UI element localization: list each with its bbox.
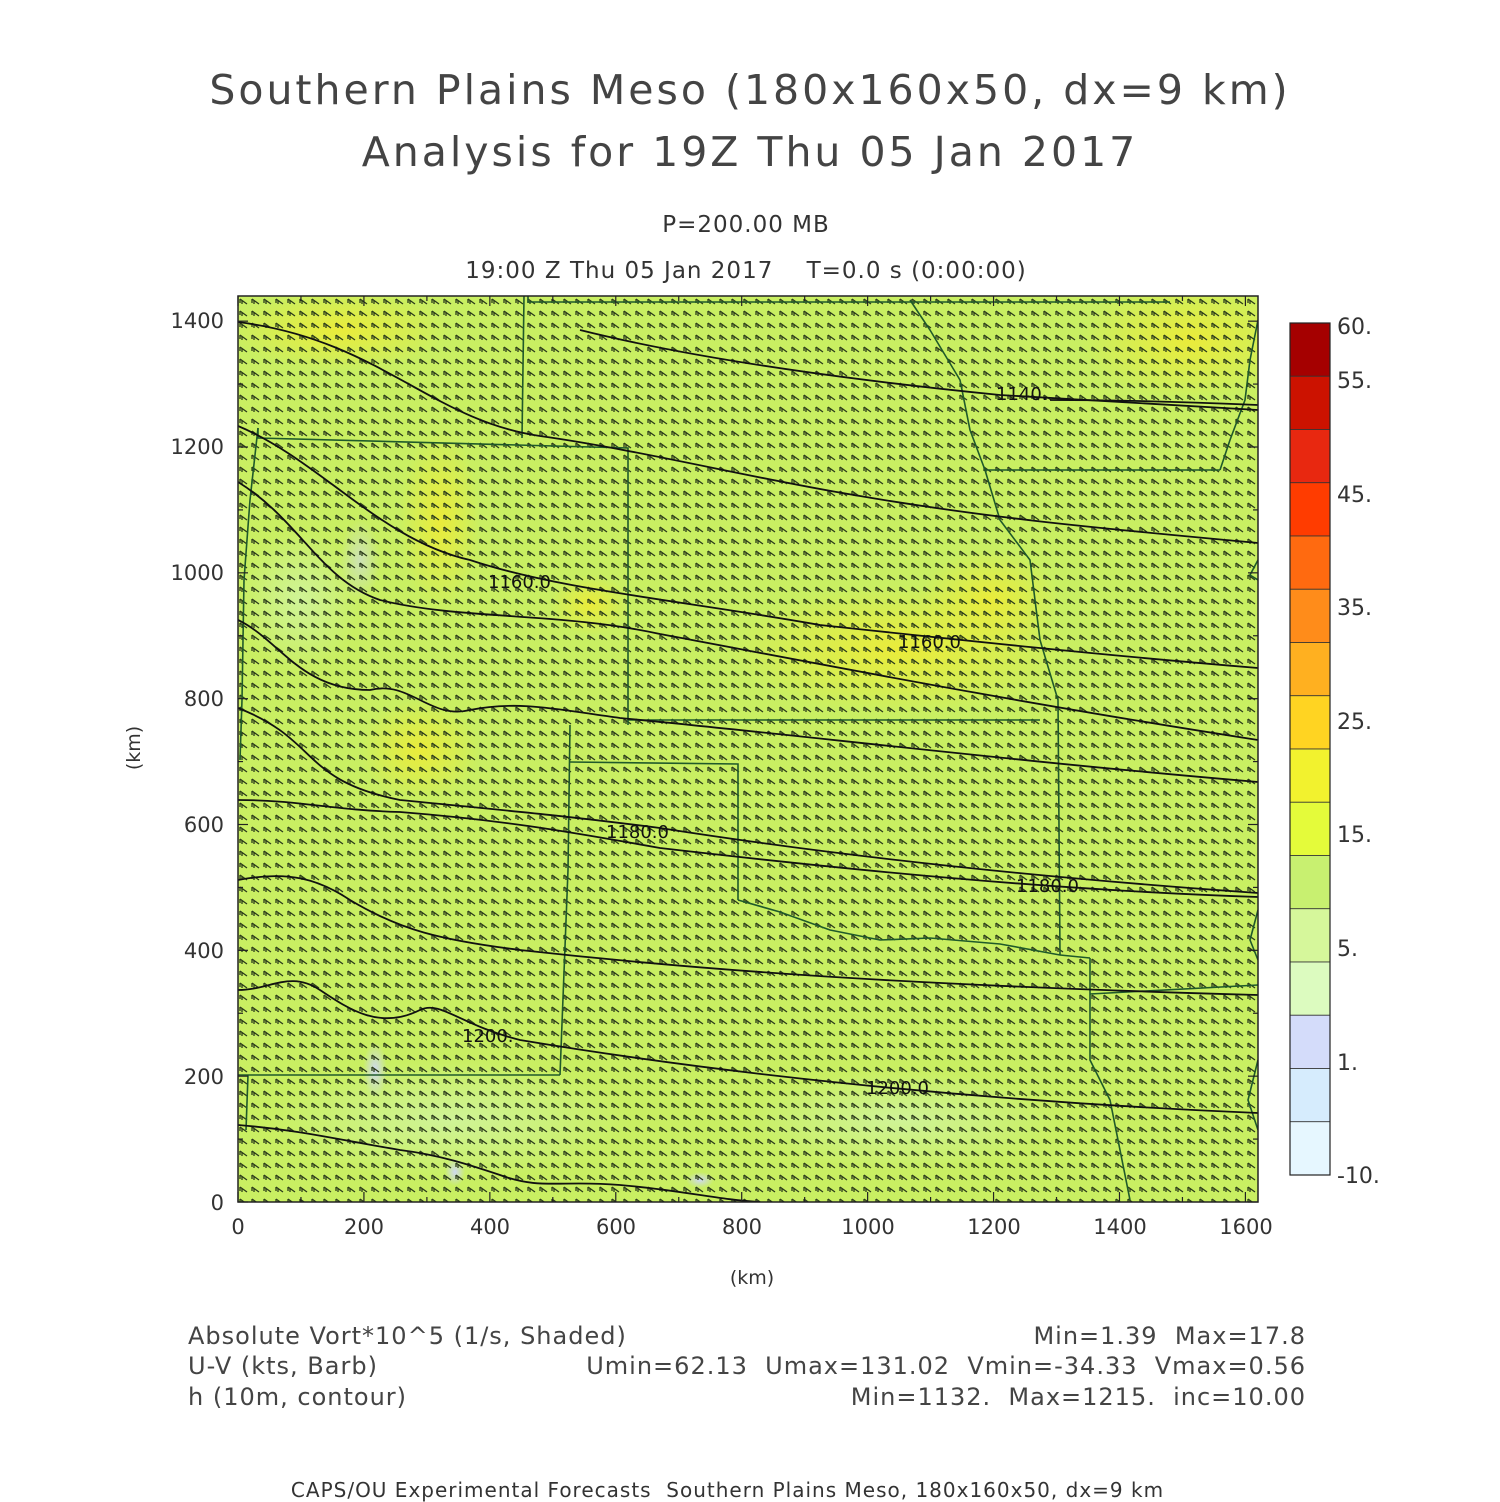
colorbar-bin bbox=[1289, 588, 1331, 643]
x-tick-label: 1600 bbox=[1219, 1215, 1272, 1239]
plot-frame bbox=[237, 295, 1259, 1203]
contour-labels: 1140. 1160.0 1160.0 1180.0 1180.0 1200. … bbox=[462, 384, 1079, 1099]
x-axis-label: (km) bbox=[730, 1267, 774, 1289]
colorbar-bin bbox=[1289, 375, 1331, 430]
legend-field-3: h (10m, contour) bbox=[188, 1383, 408, 1411]
x-axis: 0 200 400 600 800 1000 1200 1400 1600 (k… bbox=[231, 1215, 1272, 1289]
pressure-level: P=200.00 MB bbox=[662, 212, 830, 238]
axis-ticks bbox=[237, 296, 1258, 1203]
colorbar-bin bbox=[1289, 908, 1331, 963]
x-tick-label: 1400 bbox=[1093, 1215, 1146, 1239]
contour-label: 1160.0 bbox=[488, 572, 551, 593]
colorbar-bin bbox=[1289, 429, 1331, 484]
colorbar-label: 25. bbox=[1337, 710, 1372, 735]
colorbar-bin bbox=[1289, 1014, 1331, 1069]
legend-field-2: U-V (kts, Barb) bbox=[188, 1352, 378, 1380]
map-plot-area bbox=[238, 296, 1258, 1202]
height-contours bbox=[238, 321, 1258, 1202]
y-tick-label: 1400 bbox=[171, 309, 224, 333]
x-tick-label: 600 bbox=[596, 1215, 636, 1239]
contour-label: 1180.0 bbox=[1016, 876, 1079, 897]
colorbar-label: 60. bbox=[1337, 315, 1372, 340]
x-tick-label: 1200 bbox=[967, 1215, 1020, 1239]
colorbar-label: 35. bbox=[1337, 596, 1372, 621]
y-axis: 0 200 400 600 800 1000 1200 1400 (km) bbox=[123, 309, 224, 1215]
colorbar-bin bbox=[1289, 1068, 1331, 1123]
y-tick-label: 400 bbox=[184, 939, 224, 963]
y-tick-label: 1200 bbox=[171, 435, 224, 459]
colorbar-label: 5. bbox=[1337, 937, 1358, 962]
credit-line: CAPS/OU Experimental Forecasts Southern … bbox=[290, 1478, 1165, 1502]
legend-field-2-stats: Umin=62.13 Umax=131.02 Vmin=-34.33 Vmax=… bbox=[586, 1352, 1306, 1380]
legend-field-1: Absolute Vort*10^5 (1/s, Shaded) bbox=[188, 1322, 627, 1350]
colorbar-bin bbox=[1289, 482, 1331, 537]
title-line-2: Analysis for 19Z Thu 05 Jan 2017 bbox=[361, 128, 1139, 176]
y-tick-label: 0 bbox=[211, 1191, 224, 1215]
colorbar-labels: 60. 55. 45. 35. 25. 15. 5. 1. -10. bbox=[1337, 315, 1380, 1189]
colorbar-bin bbox=[1289, 961, 1331, 1016]
wind-barbs bbox=[238, 296, 1258, 1202]
contour-label: 1200. bbox=[462, 1026, 514, 1047]
y-tick-label: 200 bbox=[184, 1065, 224, 1089]
x-tick-label: 200 bbox=[344, 1215, 384, 1239]
x-tick-label: 0 bbox=[231, 1215, 244, 1239]
colorbar bbox=[1289, 322, 1331, 1176]
colorbar-bin bbox=[1289, 801, 1331, 856]
colorbar-label: 15. bbox=[1337, 823, 1372, 848]
colorbar-bin bbox=[1289, 535, 1331, 590]
x-tick-label: 800 bbox=[722, 1215, 762, 1239]
colorbar-label: 45. bbox=[1337, 483, 1372, 508]
colorbar-bin bbox=[1289, 748, 1331, 803]
y-tick-label: 800 bbox=[184, 687, 224, 711]
colorbar-bin bbox=[1289, 322, 1331, 377]
y-axis-label: (km) bbox=[123, 726, 145, 770]
contour-label: 1200.0 bbox=[866, 1078, 929, 1099]
contour-label: 1140. bbox=[996, 384, 1048, 405]
contour-label: 1180.0 bbox=[606, 822, 669, 843]
colorbar-bin bbox=[1289, 642, 1331, 697]
state-boundaries bbox=[238, 296, 1258, 1201]
valid-time: 19:00 Z Thu 05 Jan 2017 T=0.0 s (0:00:00… bbox=[465, 258, 1027, 284]
title-line-1: Southern Plains Meso (180x160x50, dx=9 k… bbox=[209, 66, 1291, 114]
legend-field-1-stats: Min=1.39 Max=17.8 bbox=[1033, 1322, 1306, 1350]
colorbar-label: 1. bbox=[1337, 1051, 1358, 1076]
colorbar-label: -10. bbox=[1337, 1164, 1380, 1189]
colorbar-label: 55. bbox=[1337, 369, 1372, 394]
y-tick-label: 600 bbox=[184, 813, 224, 837]
x-tick-label: 1000 bbox=[841, 1215, 894, 1239]
colorbar-frame bbox=[1289, 322, 1331, 1176]
colorbar-bin bbox=[1289, 1121, 1331, 1176]
colorbar-bin bbox=[1289, 695, 1331, 750]
legend-field-3-stats: Min=1132. Max=1215. inc=10.00 bbox=[850, 1383, 1306, 1411]
contour-label: 1160.0 bbox=[898, 632, 961, 653]
colorbar-bin bbox=[1289, 855, 1331, 910]
y-tick-label: 1000 bbox=[171, 561, 224, 585]
x-tick-label: 400 bbox=[470, 1215, 510, 1239]
